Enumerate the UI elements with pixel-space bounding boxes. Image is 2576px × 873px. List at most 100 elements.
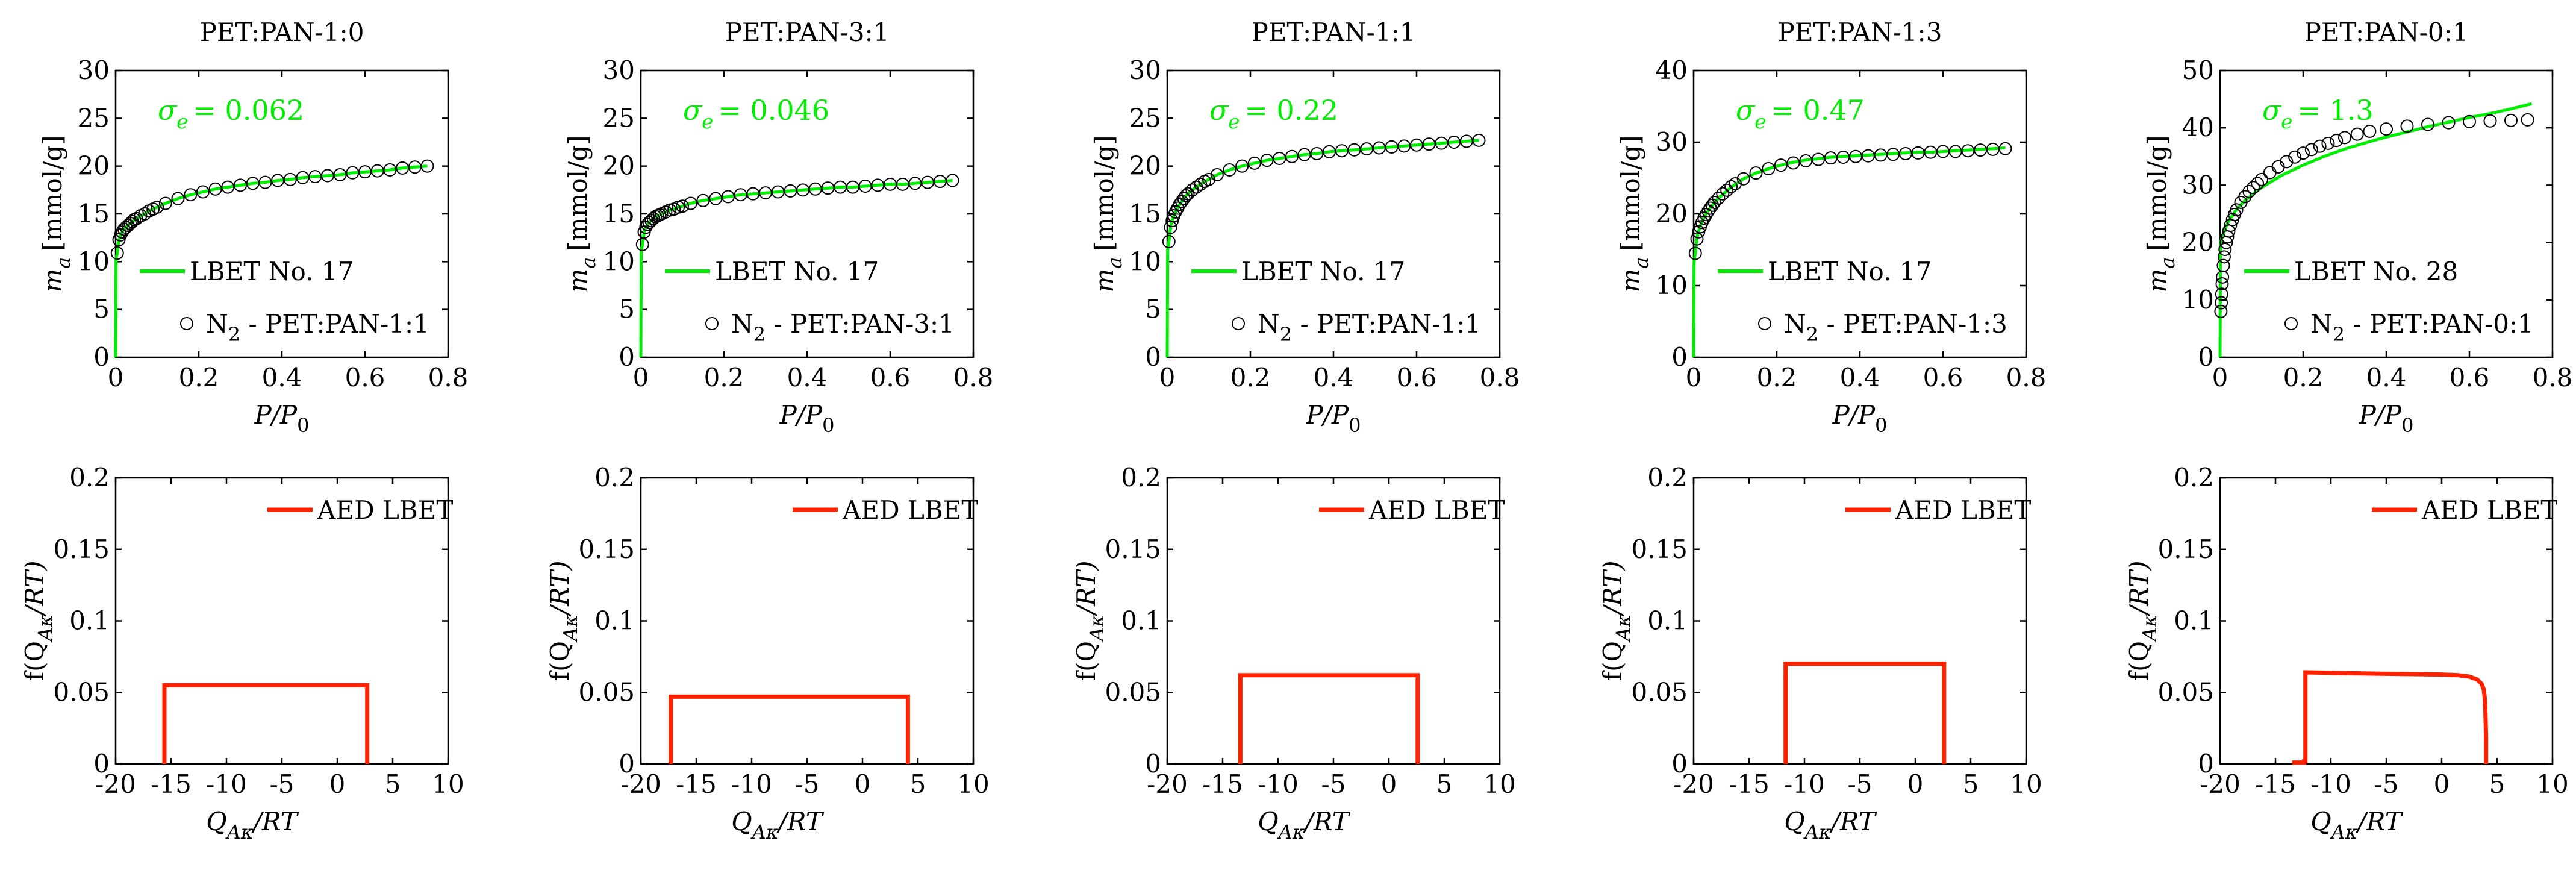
y-tick-label: 30	[603, 55, 635, 85]
label-part: /RT)	[2124, 561, 2154, 617]
y-tick-label: 0.15	[578, 534, 635, 564]
label-part: f(Q	[1071, 641, 1101, 681]
data-point	[1181, 187, 1195, 201]
y-tick-label: 0.2	[2174, 463, 2214, 492]
x-tick-label: 0.2	[704, 363, 744, 392]
data-point	[2215, 277, 2229, 291]
y-tick-label: 15	[1129, 199, 1161, 228]
x-tick-label: 0.4	[262, 363, 302, 392]
x-tick-label: -20	[1147, 769, 1188, 799]
data-point	[2442, 116, 2456, 130]
x-tick-label: 0	[1686, 363, 1702, 392]
y-axis-label: f(QAκ/RT)	[1598, 561, 1635, 681]
label-part: - PET:PAN-1:1	[240, 309, 429, 339]
y-tick-label: 0.2	[1647, 463, 1688, 492]
label-part: Aκ	[559, 615, 582, 643]
data-point	[2218, 243, 2232, 257]
label-part: a	[577, 257, 600, 269]
legend-data-swatch	[1758, 317, 1771, 330]
label-part: - PET:PAN-3:1	[766, 309, 955, 339]
x-tick-label: 5	[1436, 769, 1453, 799]
y-tick-label: 25	[1129, 103, 1161, 133]
y-tick-label: 0.2	[594, 463, 635, 492]
label-part: a	[52, 257, 75, 269]
y-tick-label: 5	[1145, 295, 1161, 324]
label-part: f(Q	[545, 641, 575, 681]
y-tick-label: 0	[1145, 342, 1161, 372]
data-point	[258, 175, 272, 189]
legend-fit-label: LBET No. 17	[715, 257, 879, 286]
y-tick-label: 50	[2182, 55, 2214, 85]
label-part: N	[731, 309, 753, 339]
data-point	[1235, 159, 1249, 173]
x-tick-label: -15	[1202, 769, 1243, 799]
label-part: 0	[1875, 414, 1887, 437]
x-tick-label: 0.8	[2533, 363, 2573, 392]
x-tick-label: 10	[2536, 769, 2568, 799]
x-tick-label: -5	[270, 769, 295, 799]
label-part: N	[2310, 309, 2333, 339]
y-tick-label: 20	[1129, 151, 1161, 181]
label-part: = 1.3	[2297, 94, 2373, 127]
data-point	[1177, 192, 1191, 205]
x-axis-label: QAκ/RT	[1784, 807, 1877, 843]
y-tick-label: 40	[2182, 113, 2214, 142]
y-axis-label: ma [mmol/g]	[1616, 135, 1653, 292]
label-part: a	[2156, 257, 2179, 269]
aed-line	[669, 694, 910, 764]
label-part: /RT	[1829, 807, 1877, 836]
y-tick-label: 25	[78, 103, 110, 133]
sigma-annotation: σe = 0.47	[1736, 94, 1865, 133]
data-point	[1762, 162, 1776, 176]
energy-distribution-panel-3: -20 -15 -10 -5 0 5 1000.050.10.150.2QAκ/RTf(QA…	[1071, 463, 1516, 843]
label-part: m	[38, 269, 67, 293]
data-point	[129, 211, 143, 225]
panel-title: PET:PAN-1:0	[200, 17, 364, 47]
isotherm-panel-2: PET:PAN-3:10 0.2 0.4 0.6 0.8051015202530P/P0…	[563, 17, 993, 437]
y-axis-label: f(QAκ/RT)	[2124, 561, 2161, 681]
data-point	[171, 192, 185, 205]
label-part: [mmol/g]	[563, 135, 593, 251]
y-tick-label: 0.1	[2174, 606, 2214, 636]
data-point	[2297, 146, 2310, 160]
isotherm-panel-5: PET:PAN-0:10 0.2 0.4 0.6 0.801020304050P/P0m…	[2142, 17, 2572, 437]
y-tick-label: 0.05	[53, 677, 110, 707]
label-part: Aκ	[1277, 821, 1305, 843]
data-point	[2304, 143, 2318, 157]
legend-aed-label: AED LBET	[317, 495, 453, 525]
data-point	[2280, 155, 2294, 169]
x-tick-label: -20	[1673, 769, 1714, 799]
x-tick-label: 0.4	[1314, 363, 1354, 392]
data-point	[1223, 163, 1237, 177]
label-part: 2	[1806, 323, 1818, 346]
legend-fit-label: LBET No. 28	[2294, 257, 2458, 286]
aed-line	[1238, 673, 1420, 764]
y-axis-label: f(QAκ/RT)	[545, 561, 582, 681]
label-part: Aκ	[2138, 615, 2161, 643]
data-point	[1998, 142, 2012, 155]
label-part: - PET:PAN-1:1	[1292, 309, 1481, 339]
x-axis-label: P/P0	[1305, 400, 1361, 437]
data-point	[2330, 134, 2344, 148]
label-part: Aκ	[34, 615, 57, 643]
data-point	[196, 185, 210, 199]
y-tick-label: 15	[78, 199, 110, 228]
x-tick-label: 0.6	[870, 363, 911, 392]
sigma-annotation: σe = 0.22	[1209, 94, 1338, 133]
y-tick-label: 0	[1671, 342, 1688, 372]
legend-data-label: N2 - PET:PAN-3:1	[731, 309, 955, 346]
x-tick-label: -10	[1258, 769, 1299, 799]
label-part: Q	[2310, 807, 2331, 836]
label-part: σ	[2262, 94, 2282, 127]
energy-distribution-panel-4: -20 -15 -10 -5 0 5 1000.050.10.150.2QAκ/RTf(QA…	[1598, 463, 2042, 843]
data-point	[1724, 180, 1738, 193]
y-axis-label: ma [mmol/g]	[563, 135, 600, 292]
legend-aed-label: AED LBET	[2421, 495, 2557, 525]
label-part: 0	[822, 414, 834, 437]
legend-data-swatch	[1232, 317, 1245, 330]
label-part: σ	[1209, 94, 1229, 127]
x-tick-label: 0	[108, 363, 124, 392]
x-tick-label: 0.6	[2450, 363, 2490, 392]
label-part: P/P	[1832, 400, 1875, 430]
x-tick-label: 0.4	[2366, 363, 2407, 392]
